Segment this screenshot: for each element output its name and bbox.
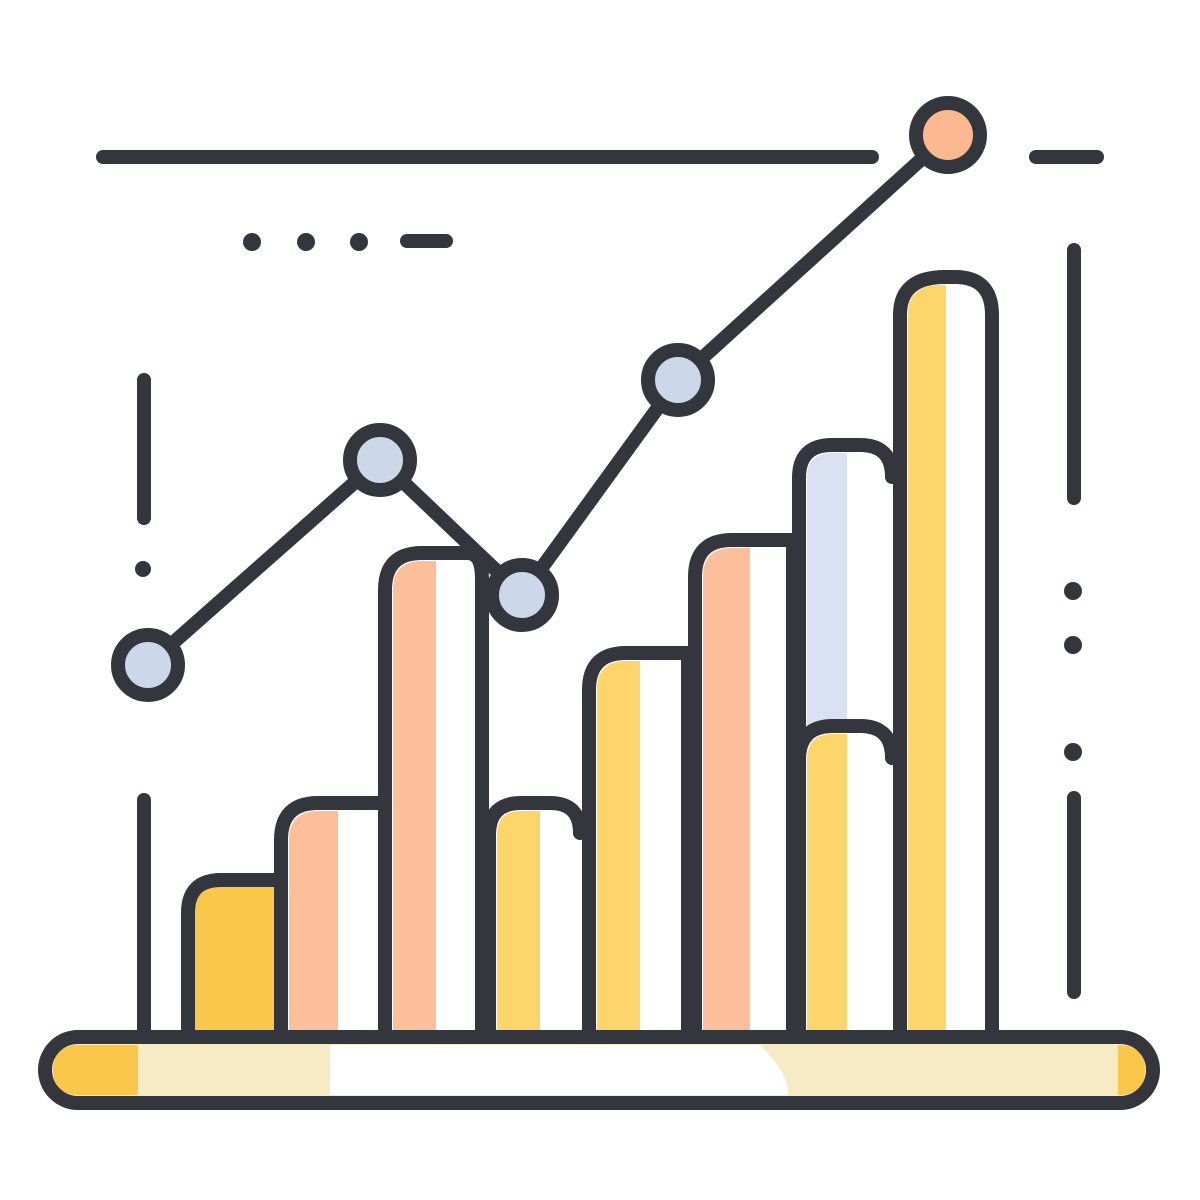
decorations [96,150,1104,1037]
bar-strip [289,811,338,1035]
bar-outline [582,646,695,1042]
trend-point [343,423,417,497]
base [38,1030,1160,1110]
bar-outline [181,873,282,1042]
bar-strip [807,734,847,1035]
base-highlight [330,1045,789,1095]
deco-dot [1064,636,1082,654]
bar [188,880,275,1035]
trend-point [641,343,715,417]
bars [181,270,999,1042]
trend-point [909,96,987,174]
bar-outline [792,438,899,1042]
bar-strip [393,561,436,1035]
deco-dot [350,233,368,251]
bar-outline [274,796,385,1042]
trend [111,96,987,702]
bar-outline [378,546,489,1042]
bar-strip [807,453,847,725]
bar-strip [908,285,946,1035]
base-right [1118,1045,1145,1095]
bar-strip [497,811,540,1035]
trend-point [485,558,559,632]
deco-dot [243,233,261,251]
base-left [53,1045,138,1095]
deco-dot [297,233,315,251]
bar-strip [597,661,640,1035]
bar-outline [893,270,999,1042]
trend-point [111,628,185,702]
bar-strip [703,548,750,1035]
deco-dot [135,561,151,577]
deco-dot [1064,582,1082,600]
base-outline [38,1030,1160,1110]
bar-outline [792,719,899,767]
bar-outline [482,796,587,1042]
bar-outline [688,533,800,1042]
deco-dot [1064,743,1082,761]
